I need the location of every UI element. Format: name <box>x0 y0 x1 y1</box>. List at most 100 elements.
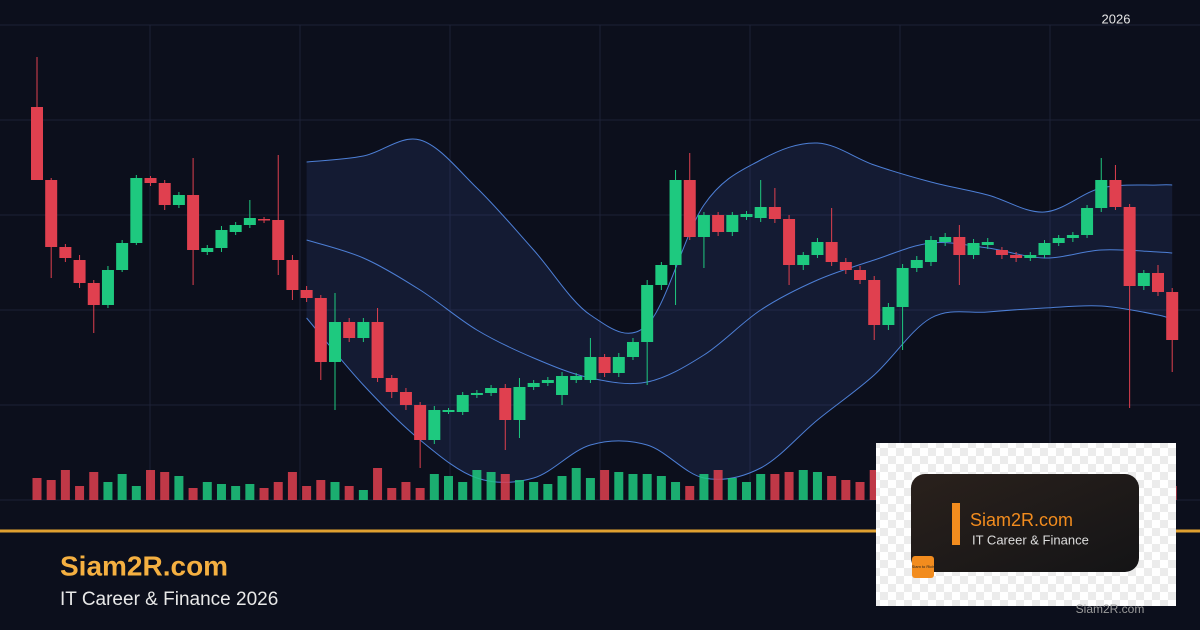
volume-bar <box>812 472 822 500</box>
volume-bar <box>231 486 241 500</box>
candle-body <box>1038 243 1051 255</box>
volume-bar <box>302 486 312 500</box>
volume-bar <box>628 474 638 500</box>
candle-body <box>967 243 980 255</box>
candle-body <box>144 178 157 183</box>
volume-bar <box>174 476 184 500</box>
candle-body <box>428 410 441 440</box>
volume-bar <box>770 474 780 500</box>
candle-body <box>130 178 143 243</box>
volume-bar <box>131 486 141 500</box>
candle-body <box>683 180 696 237</box>
volume-bar <box>614 472 624 500</box>
logo-badge <box>912 556 934 578</box>
volume-bar <box>146 470 156 500</box>
year-label: 2026 <box>1102 11 1131 26</box>
candle-body <box>541 380 554 383</box>
vertical-grid <box>149 25 1051 500</box>
candle-body <box>626 342 639 357</box>
volume-bar <box>330 482 340 500</box>
candle-body <box>229 225 242 232</box>
volume-bar <box>444 476 454 500</box>
candle-body <box>1052 238 1065 243</box>
volume-bar <box>60 470 70 500</box>
candle-body <box>87 283 100 305</box>
candle-body <box>854 270 867 280</box>
volume-bar <box>202 482 212 500</box>
candle-body <box>201 248 214 252</box>
logo-bar <box>952 503 960 545</box>
volume-bar <box>713 470 723 500</box>
candle-body <box>556 376 569 395</box>
band-middle <box>306 239 1173 385</box>
candle-body <box>357 322 370 338</box>
candle-body <box>1137 273 1150 286</box>
candle-body <box>343 322 356 338</box>
candle-body <box>31 107 43 180</box>
candle-body <box>328 322 341 362</box>
logo-badge-text: Siam to Rich <box>912 564 935 569</box>
candle-body <box>1010 255 1023 258</box>
candle-body <box>456 395 469 412</box>
volume-bar <box>316 480 326 500</box>
candle-body <box>740 214 753 217</box>
candle-body <box>258 219 271 221</box>
candle-body <box>1095 180 1108 208</box>
candle-body <box>641 285 654 342</box>
candle-body <box>1024 255 1037 258</box>
candle-body <box>612 357 625 373</box>
volume-bar <box>415 488 425 500</box>
volume-bar <box>103 482 113 500</box>
candle-body <box>215 230 228 248</box>
candle-body <box>172 195 185 205</box>
volume-bar <box>827 476 837 500</box>
candle-body <box>953 237 966 255</box>
candle-body <box>45 180 58 247</box>
candle-body <box>981 242 994 245</box>
candle-body <box>868 280 881 325</box>
candle-body <box>527 383 540 387</box>
candle-body <box>499 388 512 420</box>
volume-bar <box>557 476 567 500</box>
volume-bar <box>855 482 865 500</box>
candle-body <box>1081 208 1094 235</box>
candle-body <box>655 265 668 285</box>
candle-body <box>669 180 682 265</box>
candle-body <box>300 290 313 298</box>
candle-body <box>187 195 200 250</box>
volume-bar <box>46 480 56 500</box>
volume-bar <box>75 486 85 500</box>
volume-bar <box>344 486 354 500</box>
volume-bar <box>500 474 510 500</box>
candle-body <box>1166 292 1179 340</box>
candle-body <box>485 388 498 393</box>
volume-bar <box>585 478 595 500</box>
candle-body <box>414 405 427 440</box>
volume-bar <box>529 482 539 500</box>
volume-bar <box>514 480 524 500</box>
candle-body <box>399 392 412 405</box>
volume-bar <box>287 472 297 500</box>
candle-body <box>470 393 483 395</box>
volume-bar <box>784 472 794 500</box>
volume-bar <box>756 474 766 500</box>
volume-bar <box>188 488 198 500</box>
candle-body <box>513 387 526 420</box>
volume-bar <box>571 468 581 500</box>
candle-body <box>882 307 895 325</box>
candle-body <box>442 410 455 412</box>
candle-body <box>839 262 852 270</box>
candle-body <box>910 260 923 268</box>
candle-body <box>158 183 171 205</box>
volume-bar <box>486 472 496 500</box>
candle-body <box>1152 273 1165 292</box>
volume-bar <box>742 482 751 500</box>
candle-body <box>768 207 781 219</box>
candle-body <box>1123 207 1136 286</box>
candle-body <box>783 219 796 265</box>
volume-bar <box>245 484 255 500</box>
volume-bar <box>373 468 383 500</box>
volume-bar <box>216 484 226 500</box>
volume-bar <box>869 470 879 500</box>
